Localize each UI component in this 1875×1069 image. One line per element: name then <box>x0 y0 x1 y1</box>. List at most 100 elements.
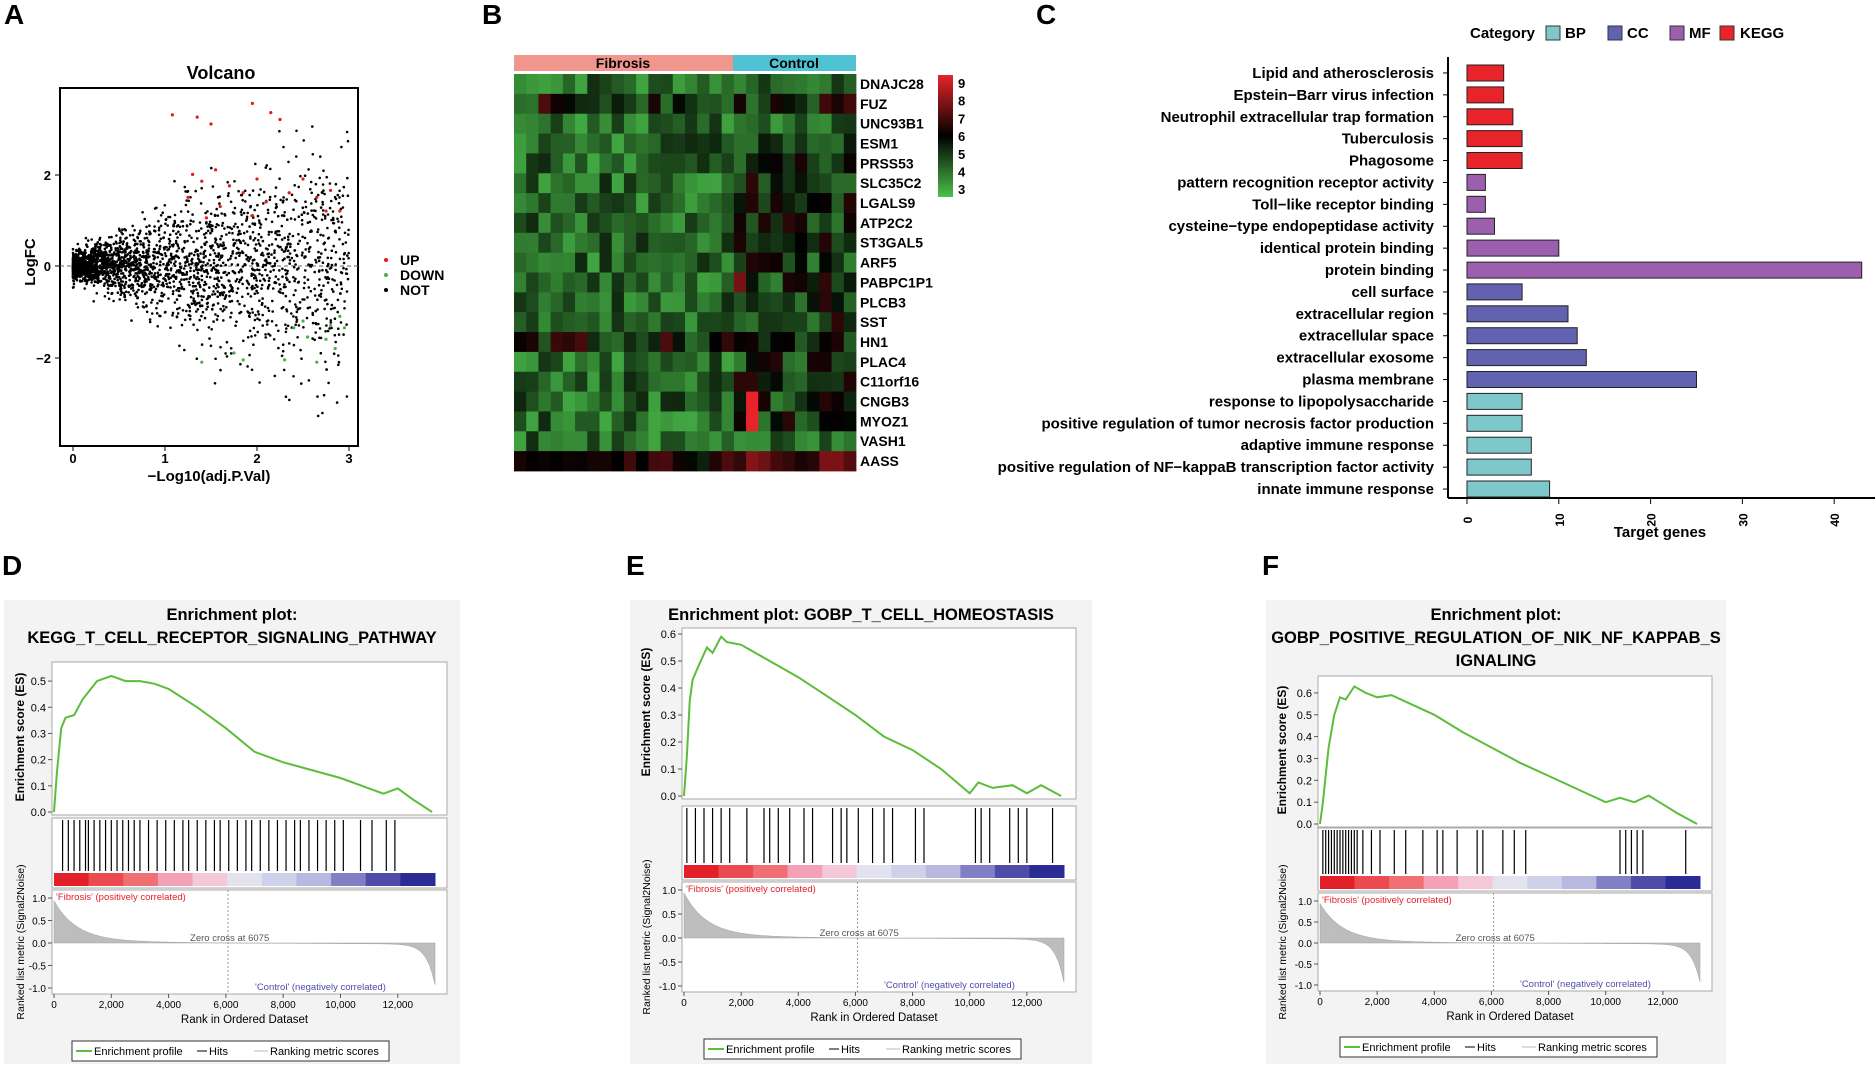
volcano-point-not <box>148 244 151 247</box>
volcano-point-not <box>159 260 162 263</box>
heatmap-cell <box>783 134 796 154</box>
volcano-point-not <box>226 274 229 277</box>
volcano-point-not <box>119 262 122 265</box>
volcano-point-not <box>138 267 141 270</box>
volcano-point-not <box>104 295 107 298</box>
volcano-point-not <box>176 250 179 253</box>
volcano-point-not <box>135 277 138 280</box>
volcano-point-not <box>325 277 328 280</box>
heatmap-cell <box>807 193 820 213</box>
volcano-point-not <box>332 210 335 213</box>
volcano-point-not <box>241 223 244 226</box>
volcano-point-not <box>229 226 232 229</box>
volcano-point-not <box>322 243 325 246</box>
volcano-point-not <box>157 220 160 223</box>
volcano-point-not <box>266 323 269 326</box>
heatmap-cell <box>709 253 722 273</box>
volcano-point-not <box>112 264 115 267</box>
volcano-point-not <box>332 290 335 293</box>
heatmap-cell <box>526 233 539 253</box>
heatmap-cell <box>661 153 674 173</box>
volcano-point-not <box>145 278 148 281</box>
volcano-point-not <box>304 248 307 251</box>
volcano-point-not <box>179 233 182 236</box>
heatmap-cell <box>722 312 735 332</box>
volcano-point-not <box>108 298 111 301</box>
heatmap-cell <box>819 114 832 134</box>
volcano-point-down <box>283 358 286 361</box>
volcano-point-not <box>191 213 194 216</box>
volcano-point-not <box>92 300 95 303</box>
heatmap-cell <box>844 94 857 114</box>
volcano-point-not <box>334 269 337 272</box>
heatmap-cell <box>514 352 527 372</box>
heatmap-cell <box>746 153 759 173</box>
volcano-point-not <box>109 251 112 254</box>
heatmap-cell <box>709 352 722 372</box>
volcano-point-down <box>301 319 304 322</box>
heatmap-cell <box>807 392 820 412</box>
volcano-point-not <box>203 233 206 236</box>
volcano-point-not <box>303 282 306 285</box>
heatmap-cell <box>746 312 759 332</box>
volcano-point-not <box>192 241 195 244</box>
volcano-point-not <box>345 241 348 244</box>
volcano-point-not <box>322 169 325 172</box>
gsea-x-tick-label: 4,000 <box>156 1000 181 1011</box>
heatmap-cell <box>795 372 808 392</box>
gsea-x-tick-label: 2,000 <box>1365 997 1390 1008</box>
volcano-point-not <box>266 253 269 256</box>
volcano-point-not <box>176 236 179 239</box>
volcano-point-not <box>224 298 227 301</box>
heatmap-cell <box>685 153 698 173</box>
volcano-point-not <box>142 301 145 304</box>
volcano-point-not <box>279 199 282 202</box>
volcano-point-not <box>172 245 175 248</box>
volcano-point-not <box>310 202 313 205</box>
volcano-point-up <box>301 177 304 180</box>
heatmap-cell <box>612 153 625 173</box>
volcano-point-not <box>199 286 202 289</box>
heatmap-cell <box>685 134 698 154</box>
volcano-point-not <box>115 273 118 276</box>
volcano-point-not <box>326 227 329 230</box>
volcano-title: Volcano <box>187 63 256 83</box>
volcano-point-not <box>174 255 177 258</box>
heatmap-cell <box>551 233 564 253</box>
gsea-metric-tick-label: -0.5 <box>29 962 47 973</box>
volcano-point-not <box>295 200 298 203</box>
heatmap-cell <box>844 193 857 213</box>
volcano-point-not <box>236 226 239 229</box>
volcano-point-not <box>87 239 90 242</box>
heatmap-cell <box>551 411 564 431</box>
volcano-point-not <box>148 255 151 258</box>
volcano-point-not <box>188 281 191 284</box>
volcano-point-not <box>255 262 258 265</box>
heatmap-cell <box>697 173 710 193</box>
volcano-point-not <box>281 275 284 278</box>
volcano-point-not <box>258 381 261 384</box>
heatmap-cell <box>673 372 686 392</box>
volcano-point-not <box>319 155 322 158</box>
heatmap-cell <box>612 451 625 471</box>
heatmap-cell <box>844 431 857 451</box>
volcano-point-not <box>135 267 138 270</box>
gsea-metric-tick-label: -1.0 <box>1295 981 1313 992</box>
heatmap-cell <box>746 273 759 293</box>
volcano-point-not <box>183 267 186 270</box>
volcano-point-not <box>165 273 168 276</box>
heatmap-cell <box>709 431 722 451</box>
heatmap-cell <box>538 312 551 332</box>
volcano-point-not <box>215 255 218 258</box>
volcano-point-not <box>270 253 273 256</box>
volcano-point-not <box>275 238 278 241</box>
heatmap-cell <box>807 292 820 312</box>
volcano-point-not <box>331 304 334 307</box>
volcano-point-not <box>196 357 199 360</box>
heatmap-cell <box>600 372 613 392</box>
heatmap-cell <box>734 431 747 451</box>
volcano-point-not <box>283 214 286 217</box>
heatmap-cell <box>832 273 845 293</box>
bar-category-label: extracellular region <box>1296 306 1434 323</box>
gsea-rank-band <box>227 873 262 886</box>
